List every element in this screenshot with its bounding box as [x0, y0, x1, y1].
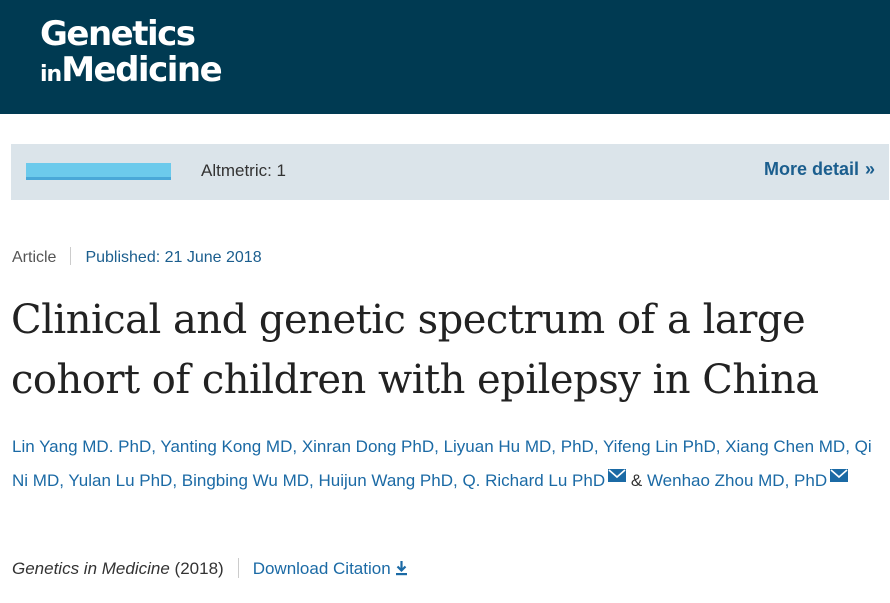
- authors-ampersand: &: [630, 471, 643, 490]
- article-meta: Article Published: 21 June 2018: [12, 247, 262, 267]
- author-link[interactable]: Yifeng Lin PhD: [602, 437, 716, 456]
- author-link[interactable]: Yanting Kong MD: [160, 437, 293, 456]
- author-link[interactable]: Yulan Lu PhD: [68, 471, 173, 490]
- citation-year: (2018): [174, 559, 224, 578]
- more-detail-label: More detail: [763, 159, 859, 179]
- article-type: Article: [12, 249, 57, 266]
- author-link[interactable]: Xiang Chen MD: [725, 437, 846, 456]
- altmetric-badge[interactable]: [26, 163, 171, 180]
- double-chevron-right-icon: »: [864, 159, 875, 179]
- author-link[interactable]: Liyuan Hu MD, PhD: [443, 437, 594, 456]
- altmetric-bar: Altmetric: 1 More detail»: [11, 144, 889, 200]
- download-citation-link[interactable]: Download Citation: [253, 559, 408, 578]
- download-arrow-icon: [395, 561, 407, 576]
- logo-line-2: inMedicine: [40, 50, 223, 94]
- title-line-1: Clinical and genetic spectrum of a large: [11, 297, 806, 343]
- author-link[interactable]: Qi Ni MD: [12, 437, 872, 490]
- altmetric-score: Altmetric: 1: [201, 161, 287, 180]
- author-link[interactable]: Huijun Wang PhD: [318, 471, 453, 490]
- logo-medicine: Medicine: [61, 50, 222, 90]
- citation-divider: [237, 558, 239, 578]
- citation-line: Genetics in Medicine (2018) Download Cita…: [12, 558, 408, 579]
- journal-name: Genetics in Medicine: [12, 559, 170, 578]
- more-detail-link[interactable]: More detail»: [764, 159, 875, 180]
- author-link[interactable]: Q. Richard Lu PhD: [462, 471, 606, 490]
- site-header: Genetics inMedicine: [0, 0, 890, 114]
- author-link[interactable]: Bingbing Wu MD: [181, 471, 310, 490]
- envelope-icon[interactable]: [830, 469, 849, 482]
- author-link[interactable]: Xinran Dong PhD: [301, 437, 435, 456]
- logo-in: in: [40, 62, 62, 87]
- author-link[interactable]: Lin Yang MD. PhD: [12, 437, 152, 456]
- published-date: Published: 21 June 2018: [85, 249, 262, 266]
- article-title: Clinical and genetic spectrum of a large…: [11, 290, 881, 410]
- author-list: Lin Yang MD. PhD, Yanting Kong MD, Xinra…: [12, 437, 872, 490]
- envelope-icon[interactable]: [608, 469, 627, 482]
- meta-divider: [70, 247, 72, 265]
- download-citation-label: Download Citation: [252, 559, 391, 578]
- author-link[interactable]: Wenhao Zhou MD, PhD: [646, 471, 828, 490]
- title-line-2: cohort of children with epilepsy in Chin…: [11, 357, 819, 403]
- logo-line-1: Genetics: [40, 14, 196, 54]
- journal-logo[interactable]: Genetics inMedicine: [40, 14, 223, 94]
